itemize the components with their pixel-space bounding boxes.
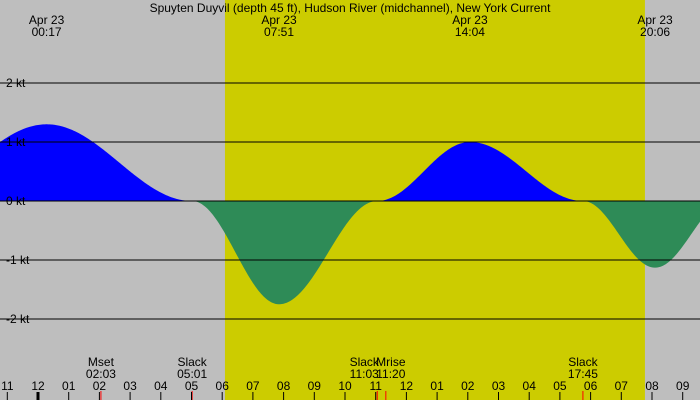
x-tick-label: 09	[308, 379, 322, 393]
x-tick-label: 05	[553, 379, 567, 393]
x-tick-label: 02	[461, 379, 475, 393]
extreme-date: Apr 23	[637, 13, 673, 27]
x-tick-label: 11	[369, 379, 382, 393]
event-label: Slack	[568, 355, 598, 369]
x-tick-label: 12	[31, 379, 45, 393]
x-tick-label: 01	[430, 379, 444, 393]
flood-current-area	[0, 124, 700, 201]
extreme-date: Apr 23	[261, 13, 297, 27]
y-tick-label: 0 kt	[6, 194, 26, 208]
event-label: Slack	[350, 355, 380, 369]
x-tick-label: 06	[584, 379, 598, 393]
y-tick-label: -2 kt	[6, 312, 30, 326]
x-tick-label: 05	[185, 379, 199, 393]
event-time: 17:45	[568, 367, 598, 381]
x-tick-label: 02	[93, 379, 107, 393]
x-tick-label: 01	[62, 379, 76, 393]
extreme-time: 20:06	[640, 25, 670, 39]
x-tick-label: 12	[400, 379, 414, 393]
event-time: 02:03	[86, 367, 116, 381]
extreme-time: 14:04	[455, 25, 485, 39]
x-tick-label: 11	[1, 379, 14, 393]
extreme-date: Apr 23	[452, 13, 488, 27]
x-tick-label: 04	[154, 379, 168, 393]
x-tick-label: 07	[615, 379, 629, 393]
extreme-time: 07:51	[264, 25, 294, 39]
x-tick-label: 03	[492, 379, 506, 393]
x-tick-label: 09	[676, 379, 690, 393]
x-tick-label: 07	[246, 379, 260, 393]
x-tick-label: 08	[645, 379, 659, 393]
y-tick-label: -1 kt	[6, 253, 30, 267]
extreme-time: 00:17	[32, 25, 62, 39]
event-label: Mset	[88, 355, 115, 369]
x-tick-label: 10	[338, 379, 352, 393]
chart-title: Spuyten Duyvil (depth 45 ft), Hudson Riv…	[150, 1, 552, 15]
x-tick-label: 03	[123, 379, 137, 393]
event-time: 11:03	[350, 367, 379, 381]
event-label: Slack	[177, 355, 207, 369]
event-time: 11:20	[376, 367, 405, 381]
y-tick-label: 1 kt	[6, 135, 26, 149]
event-time: 05:01	[177, 367, 207, 381]
x-tick-label: 08	[277, 379, 291, 393]
extreme-date: Apr 23	[29, 13, 65, 27]
event-label: Mrise	[376, 355, 406, 369]
y-tick-label: 2 kt	[6, 76, 26, 90]
x-tick-label: 06	[216, 379, 230, 393]
ebb-current-area	[0, 201, 700, 305]
x-tick-label: 04	[523, 379, 537, 393]
